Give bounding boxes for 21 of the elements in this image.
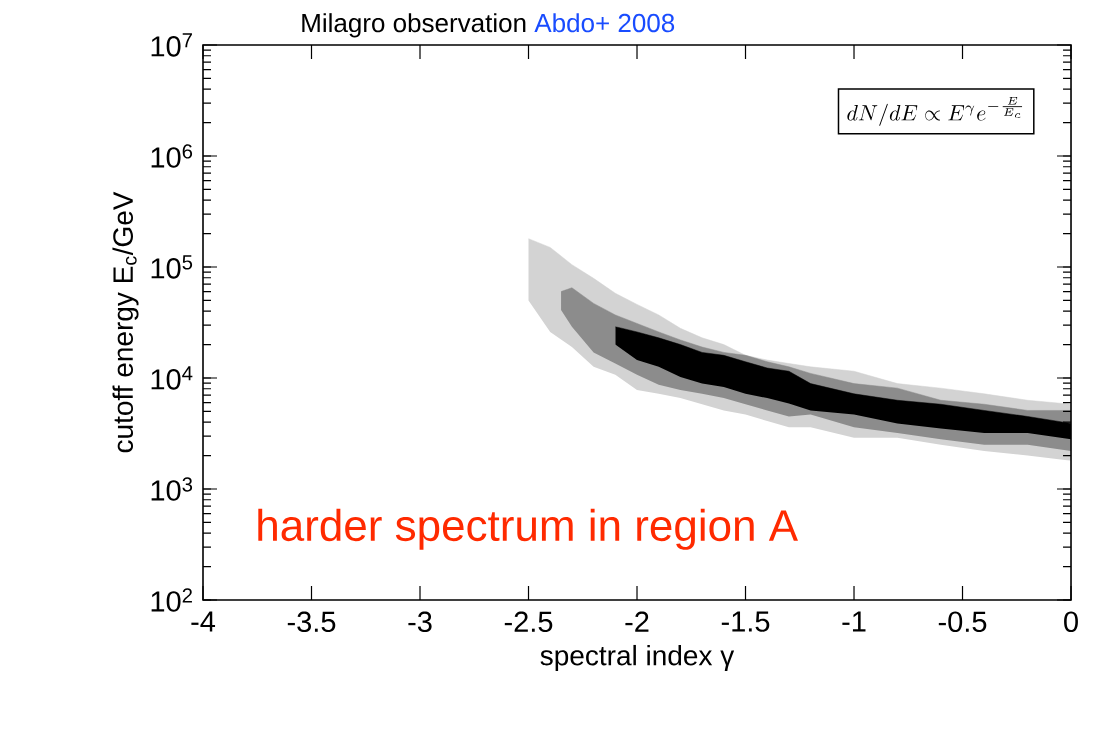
y-tick-label: 10$^{7}$	[151, 33, 192, 57]
x-axis-title: spectral index γ	[540, 644, 735, 672]
y-tick-label: 10$^{5}$	[151, 255, 193, 279]
x-tick-label: -2	[625, 611, 649, 632]
x-tick-label: -4	[191, 611, 216, 632]
x-tick-label: -1	[842, 611, 866, 632]
y-axis-title: cutoff energy E$_{c}$/GeV	[112, 191, 139, 453]
x-tick-label: -0.5	[938, 611, 987, 633]
chart-title: Milagro observation	[302, 13, 526, 38]
x-tick-label: -1.5	[721, 611, 770, 632]
x-tick-label: -3	[408, 611, 432, 633]
y-tick-label: 10$^{4}$	[151, 366, 193, 390]
chart-subtitle: Abdo+ 2008	[534, 13, 675, 33]
annotation: $dN/dE \propto E^{\gamma} e^{-\frac{E}{E_c}}$	[847, 97, 1023, 126]
x-tick-label: 0	[1064, 611, 1078, 633]
y-tick-label: 10$^{2}$	[151, 588, 192, 612]
annotation: harder spectrum in region A	[258, 508, 799, 550]
x-tick-label: -2.5	[504, 611, 553, 633]
y-tick-label: 10$^{3}$	[151, 477, 193, 501]
y-tick-label: 10$^{6}$	[151, 144, 193, 168]
x-tick-label: -3.5	[287, 611, 336, 633]
